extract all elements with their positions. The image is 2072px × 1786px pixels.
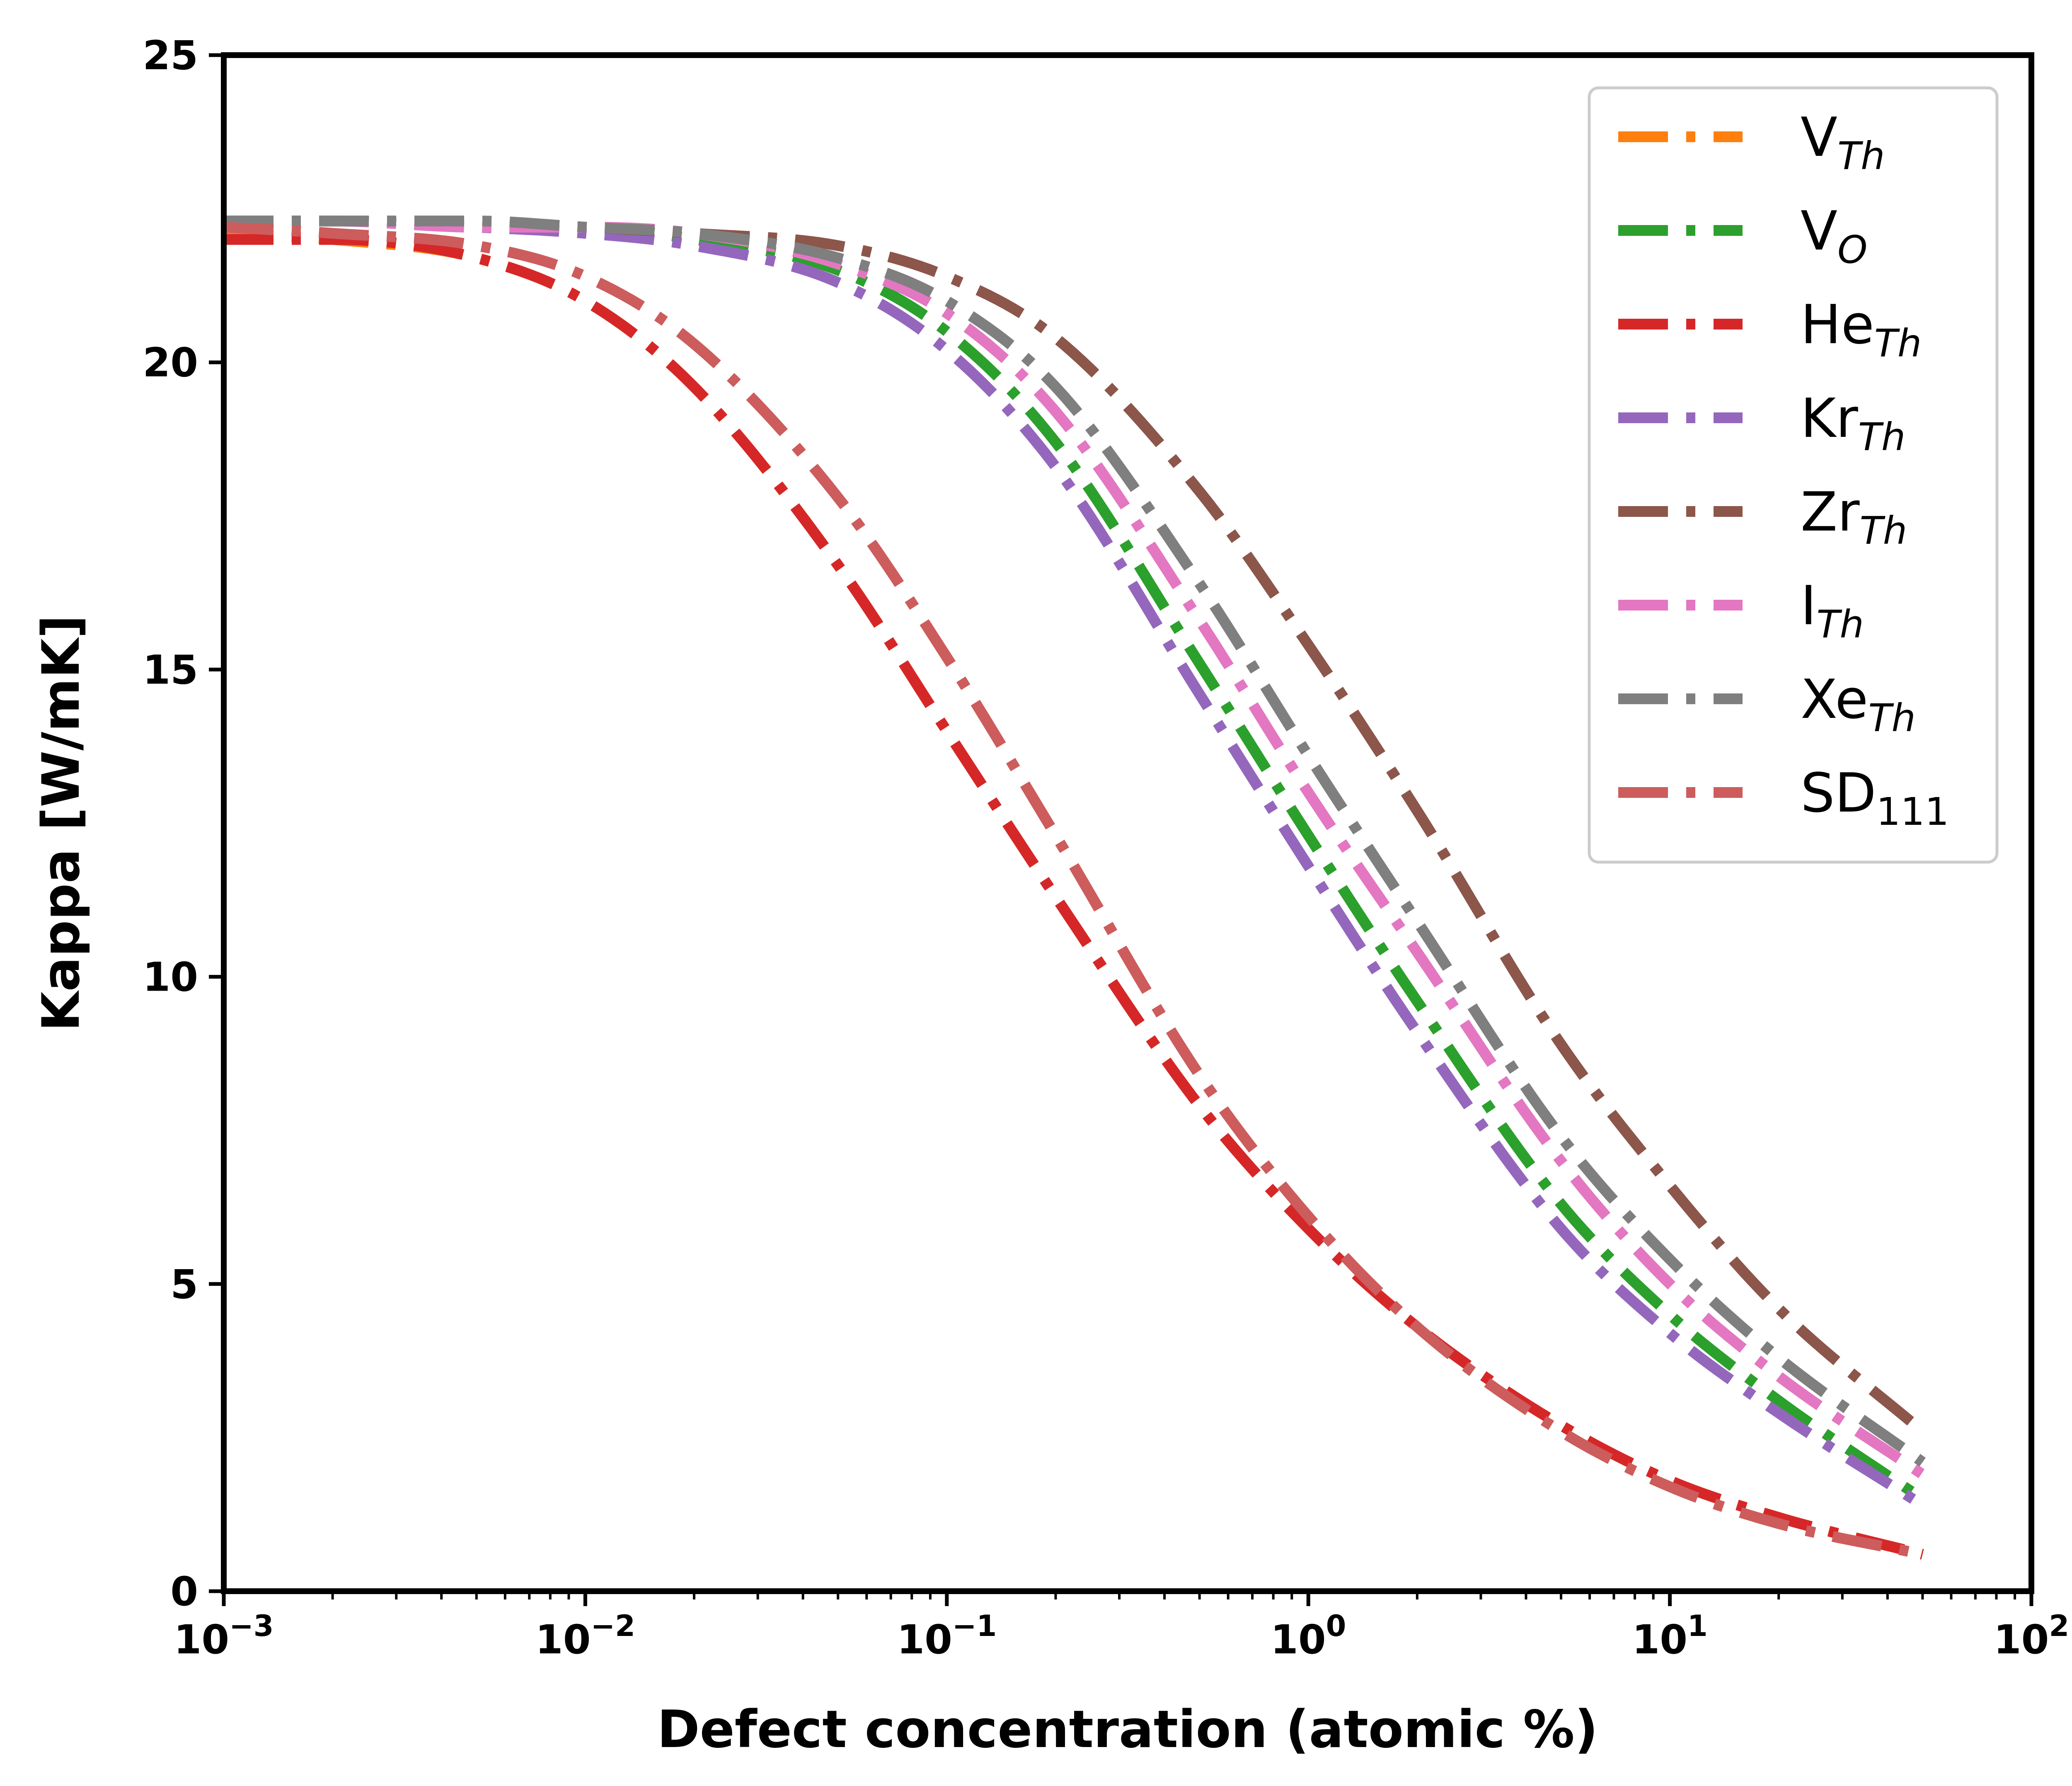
ticks-layer: 10−3 10−2 10−1 100 101 102 0 5 10 15 20 25	[143, 32, 2069, 1663]
x-tick-label: 102	[1994, 1609, 2069, 1663]
legend-item: ITh	[1618, 574, 1864, 647]
legend-item: VO	[1618, 199, 1867, 272]
legend-item: KrTh	[1618, 387, 1905, 459]
series-line-ith	[224, 216, 1926, 1479]
y-tick-label: 25	[143, 32, 198, 79]
y-tick-label: 20	[143, 339, 198, 386]
x-tick-label: 10−3	[174, 1609, 274, 1663]
legend-label: ZrTh	[1801, 480, 1907, 553]
legend-item: VTh	[1618, 106, 1885, 178]
y-axis-label: Kappa [W/mK]	[31, 615, 91, 1032]
legend-label: VO	[1801, 199, 1867, 272]
x-tick-label: 10−2	[535, 1609, 635, 1663]
series-line-vo	[224, 216, 1926, 1504]
x-tick-label: 10−1	[897, 1609, 997, 1663]
x-tick-label: 101	[1632, 1609, 1707, 1663]
y-tick-label: 15	[143, 647, 198, 693]
series-line-zrth	[224, 216, 1926, 1436]
legend-box	[1588, 86, 1999, 864]
legend: VTh VO HeTh KrTh ZrTh ITh XeTh SD111	[1588, 86, 1999, 864]
legend-label: HeTh	[1801, 293, 1922, 366]
y-tick-label: 0	[170, 1568, 198, 1615]
legend-label: KrTh	[1801, 387, 1905, 459]
legend-label: XeTh	[1801, 668, 1916, 740]
series-line-krth	[224, 216, 1926, 1510]
legend-label: SD111	[1801, 761, 1949, 834]
series-layer	[224, 216, 1926, 1560]
y-tick-label: 5	[170, 1261, 198, 1308]
x-tick-label: 100	[1271, 1609, 1346, 1663]
series-line-xeth	[224, 216, 1926, 1467]
legend-item: HeTh	[1618, 293, 1922, 366]
legend-item: ZrTh	[1618, 480, 1907, 553]
plot-frame	[221, 52, 2034, 1594]
y-tick-label: 10	[143, 954, 198, 1001]
legend-item: SD111	[1618, 761, 1949, 834]
x-axis-label: Defect concentration (atomic %)	[657, 1700, 1598, 1759]
series-line-heth	[224, 234, 1924, 1560]
legend-item: XeTh	[1618, 668, 1916, 740]
legend-label: VTh	[1801, 106, 1885, 178]
legend-label: ITh	[1801, 574, 1864, 647]
